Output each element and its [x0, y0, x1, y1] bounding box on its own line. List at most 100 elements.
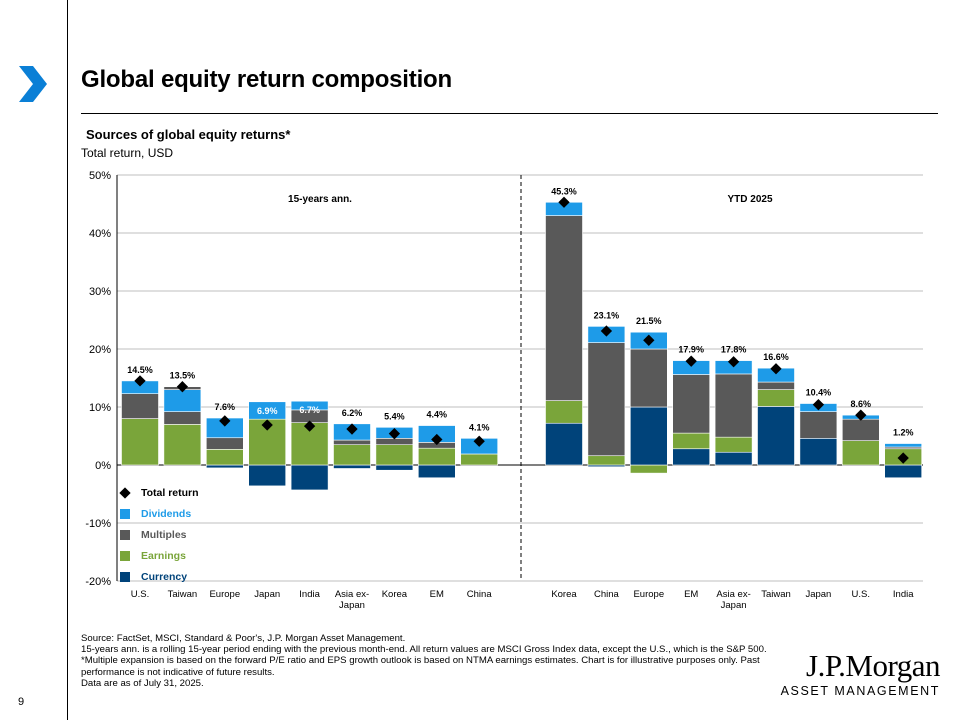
dividends-segment — [290, 400, 329, 411]
category-label: Japan — [805, 589, 831, 600]
page-number: 9 — [18, 696, 25, 708]
multiples-swatch-icon — [120, 529, 130, 540]
jpmorgan-logo: J.P.Morgan ASSET MANAGEMENT — [780, 648, 941, 698]
category-label: Japan — [254, 589, 280, 600]
currency-swatch-icon — [120, 571, 130, 582]
total-return-marker — [643, 334, 655, 346]
currency-segment — [333, 464, 371, 469]
total-return-marker — [855, 409, 867, 421]
category-label: EM — [430, 589, 444, 600]
legend-label-total: Total return — [141, 486, 199, 499]
multiples-segment — [714, 373, 753, 438]
dividends-segment — [163, 389, 202, 412]
total-return-label: 1.2% — [893, 428, 914, 438]
y-tick-label: 20% — [89, 344, 111, 356]
multiples-segment — [545, 215, 583, 401]
earnings-segment — [714, 436, 753, 453]
left-vertical-rule — [67, 0, 68, 720]
category-label: EM — [684, 589, 698, 600]
currency-segment — [290, 464, 329, 491]
total-return-label: 6.2% — [342, 408, 363, 418]
category-label: China — [467, 589, 493, 600]
category-label: Japan — [339, 600, 365, 611]
total-return-marker — [134, 375, 146, 387]
page-title: Global equity return composition — [81, 66, 452, 93]
currency-segment — [714, 451, 753, 466]
category-label: Asia ex- — [716, 589, 750, 600]
dividends-segment — [248, 401, 286, 420]
earnings-segment — [841, 440, 880, 466]
currency-segment — [375, 464, 414, 471]
total-return-label: 7.6% — [215, 402, 236, 412]
footnote-methodology: 15-years ann. is a rolling 15-year perio… — [81, 644, 767, 678]
chart-subtitle: Sources of global equity returns* — [86, 127, 291, 142]
total-return-label: 45.3% — [551, 186, 577, 196]
total-return-marker — [558, 196, 570, 208]
currency-segment — [417, 464, 456, 479]
category-label: U.S. — [131, 589, 149, 600]
earnings-segment — [629, 464, 668, 474]
total-return-marker — [346, 423, 358, 435]
dividends-segment — [884, 443, 923, 448]
category-label: Europe — [633, 589, 664, 600]
y-tick-label: -20% — [85, 576, 111, 588]
y-tick-label: 50% — [89, 170, 111, 182]
total-return-marker — [261, 419, 273, 431]
category-label: Korea — [382, 589, 408, 600]
total-return-marker — [600, 325, 613, 337]
y-tick-label: 0% — [95, 460, 111, 472]
category-label: Korea — [551, 589, 577, 600]
earnings-segment — [672, 432, 711, 450]
multiples-segment — [333, 439, 371, 445]
earnings-segment — [333, 444, 371, 466]
total-return-label: 4.4% — [427, 410, 448, 420]
category-label: India — [299, 589, 320, 600]
earnings-segment — [206, 449, 244, 466]
logo-name: J.P.Morgan — [806, 648, 940, 683]
group-label-15yr: 15-years ann. — [288, 194, 352, 205]
total-return-marker — [812, 399, 825, 411]
earnings-segment — [163, 424, 202, 466]
total-return-label: 21.5% — [636, 316, 662, 326]
earnings-segment — [757, 389, 795, 407]
multiples-segment — [629, 348, 668, 408]
total-return-label: 10.4% — [806, 388, 832, 398]
legend-item-multiples: Multiples — [120, 524, 199, 545]
earnings-segment — [460, 453, 499, 466]
currency-segment — [672, 448, 711, 466]
category-label: India — [893, 589, 914, 600]
y-tick-label: 10% — [89, 402, 111, 414]
category-label: U.S. — [852, 589, 870, 600]
multiples-segment — [206, 437, 244, 450]
legend-item-earnings: Earnings — [120, 545, 199, 566]
total-return-label: 5.4% — [384, 411, 405, 421]
multiples-segment — [587, 342, 626, 457]
total-return-marker — [388, 428, 401, 440]
total-return-label: 6.7% — [299, 405, 320, 415]
legend-label-dividends: Dividends — [141, 507, 192, 520]
earnings-segment — [545, 400, 583, 424]
legend-item-dividends: Dividends — [120, 503, 199, 524]
footnote-source: Source: FactSet, MSCI, Standard & Poor's… — [81, 633, 406, 644]
total-return-marker — [176, 381, 189, 393]
currency-segment — [799, 438, 838, 466]
total-return-label: 13.5% — [170, 371, 196, 381]
currency-segment — [248, 464, 286, 487]
total-return-marker — [770, 363, 782, 375]
total-return-label: 23.1% — [594, 310, 620, 320]
title-divider — [81, 113, 938, 114]
category-label: Europe — [209, 589, 240, 600]
total-return-marker — [727, 356, 740, 368]
category-label: Taiwan — [761, 589, 791, 600]
logo-subtitle: ASSET MANAGEMENT — [780, 684, 940, 698]
category-label: Japan — [721, 600, 747, 611]
total-return-label: 6.9% — [257, 406, 278, 416]
y-tick-label: 30% — [89, 286, 111, 298]
earnings-swatch-icon — [120, 550, 130, 561]
multiples-segment — [841, 418, 880, 441]
footnotes: Source: FactSet, MSCI, Standard & Poor's… — [81, 633, 771, 689]
total-return-label: 17.9% — [678, 345, 704, 355]
multiples-segment — [121, 393, 159, 419]
legend-item-currency: Currency — [120, 566, 199, 587]
